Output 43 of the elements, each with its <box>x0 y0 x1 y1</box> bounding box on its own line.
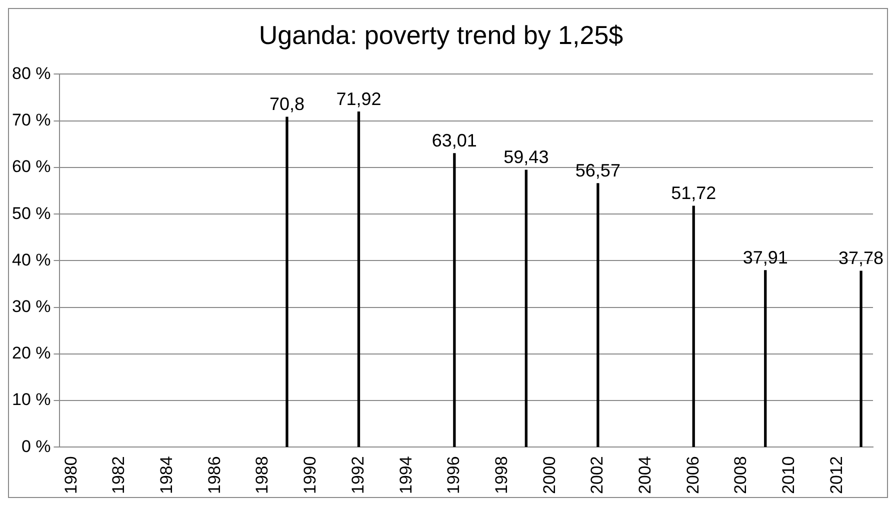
x-tick-label: 1984 <box>157 456 176 494</box>
x-tick-label: 2010 <box>778 456 798 494</box>
x-tick-label: 1988 <box>252 456 272 494</box>
y-tick-label: 10 % <box>12 390 51 410</box>
x-tick-label: 2000 <box>540 456 559 494</box>
y-tick-label: 50 % <box>12 204 51 223</box>
bar <box>357 112 360 448</box>
bar <box>860 270 862 448</box>
x-tick-label: 1982 <box>109 456 128 494</box>
x-tick-label: 2012 <box>826 456 846 494</box>
bar <box>764 270 767 448</box>
y-tick-label: 80 % <box>12 64 51 83</box>
x-tick-label: 1994 <box>396 456 416 494</box>
x-tick-label: 1980 <box>61 456 80 494</box>
x-tick-label: 1998 <box>492 456 511 494</box>
data-label: 70,8 <box>269 94 305 114</box>
x-tick-label: 1992 <box>348 456 368 494</box>
bar <box>692 206 695 448</box>
y-tick-label: 20 % <box>12 344 51 363</box>
y-tick-label: 0 % <box>21 436 51 456</box>
data-label: 51,72 <box>671 183 716 204</box>
data-label: 59,43 <box>504 147 549 168</box>
chart-title: Uganda: poverty trend by 1,25$ <box>258 20 624 50</box>
y-tick-label: 30 % <box>12 297 51 316</box>
y-tick-label: 70 % <box>12 110 51 130</box>
bar <box>524 170 528 448</box>
data-label: 71,92 <box>336 88 382 109</box>
x-tick-label: 2008 <box>731 456 750 494</box>
x-tick-label: 2004 <box>635 456 654 494</box>
bar <box>596 183 600 448</box>
x-tick-label: 2002 <box>588 456 607 494</box>
data-label: 63,01 <box>432 130 477 150</box>
bar <box>286 116 288 448</box>
x-tick-label: 2006 <box>683 456 702 494</box>
x-tick-label: 1996 <box>444 456 464 494</box>
x-tick-label: 1986 <box>204 456 224 494</box>
y-tick-label: 40 % <box>12 250 51 270</box>
bar <box>453 153 456 448</box>
data-label: 37,91 <box>742 247 788 268</box>
data-label: 37,78 <box>838 248 884 268</box>
x-tick-label: 1990 <box>300 456 320 494</box>
y-tick-label: 60 % <box>12 157 51 176</box>
data-label: 56,57 <box>575 160 620 180</box>
